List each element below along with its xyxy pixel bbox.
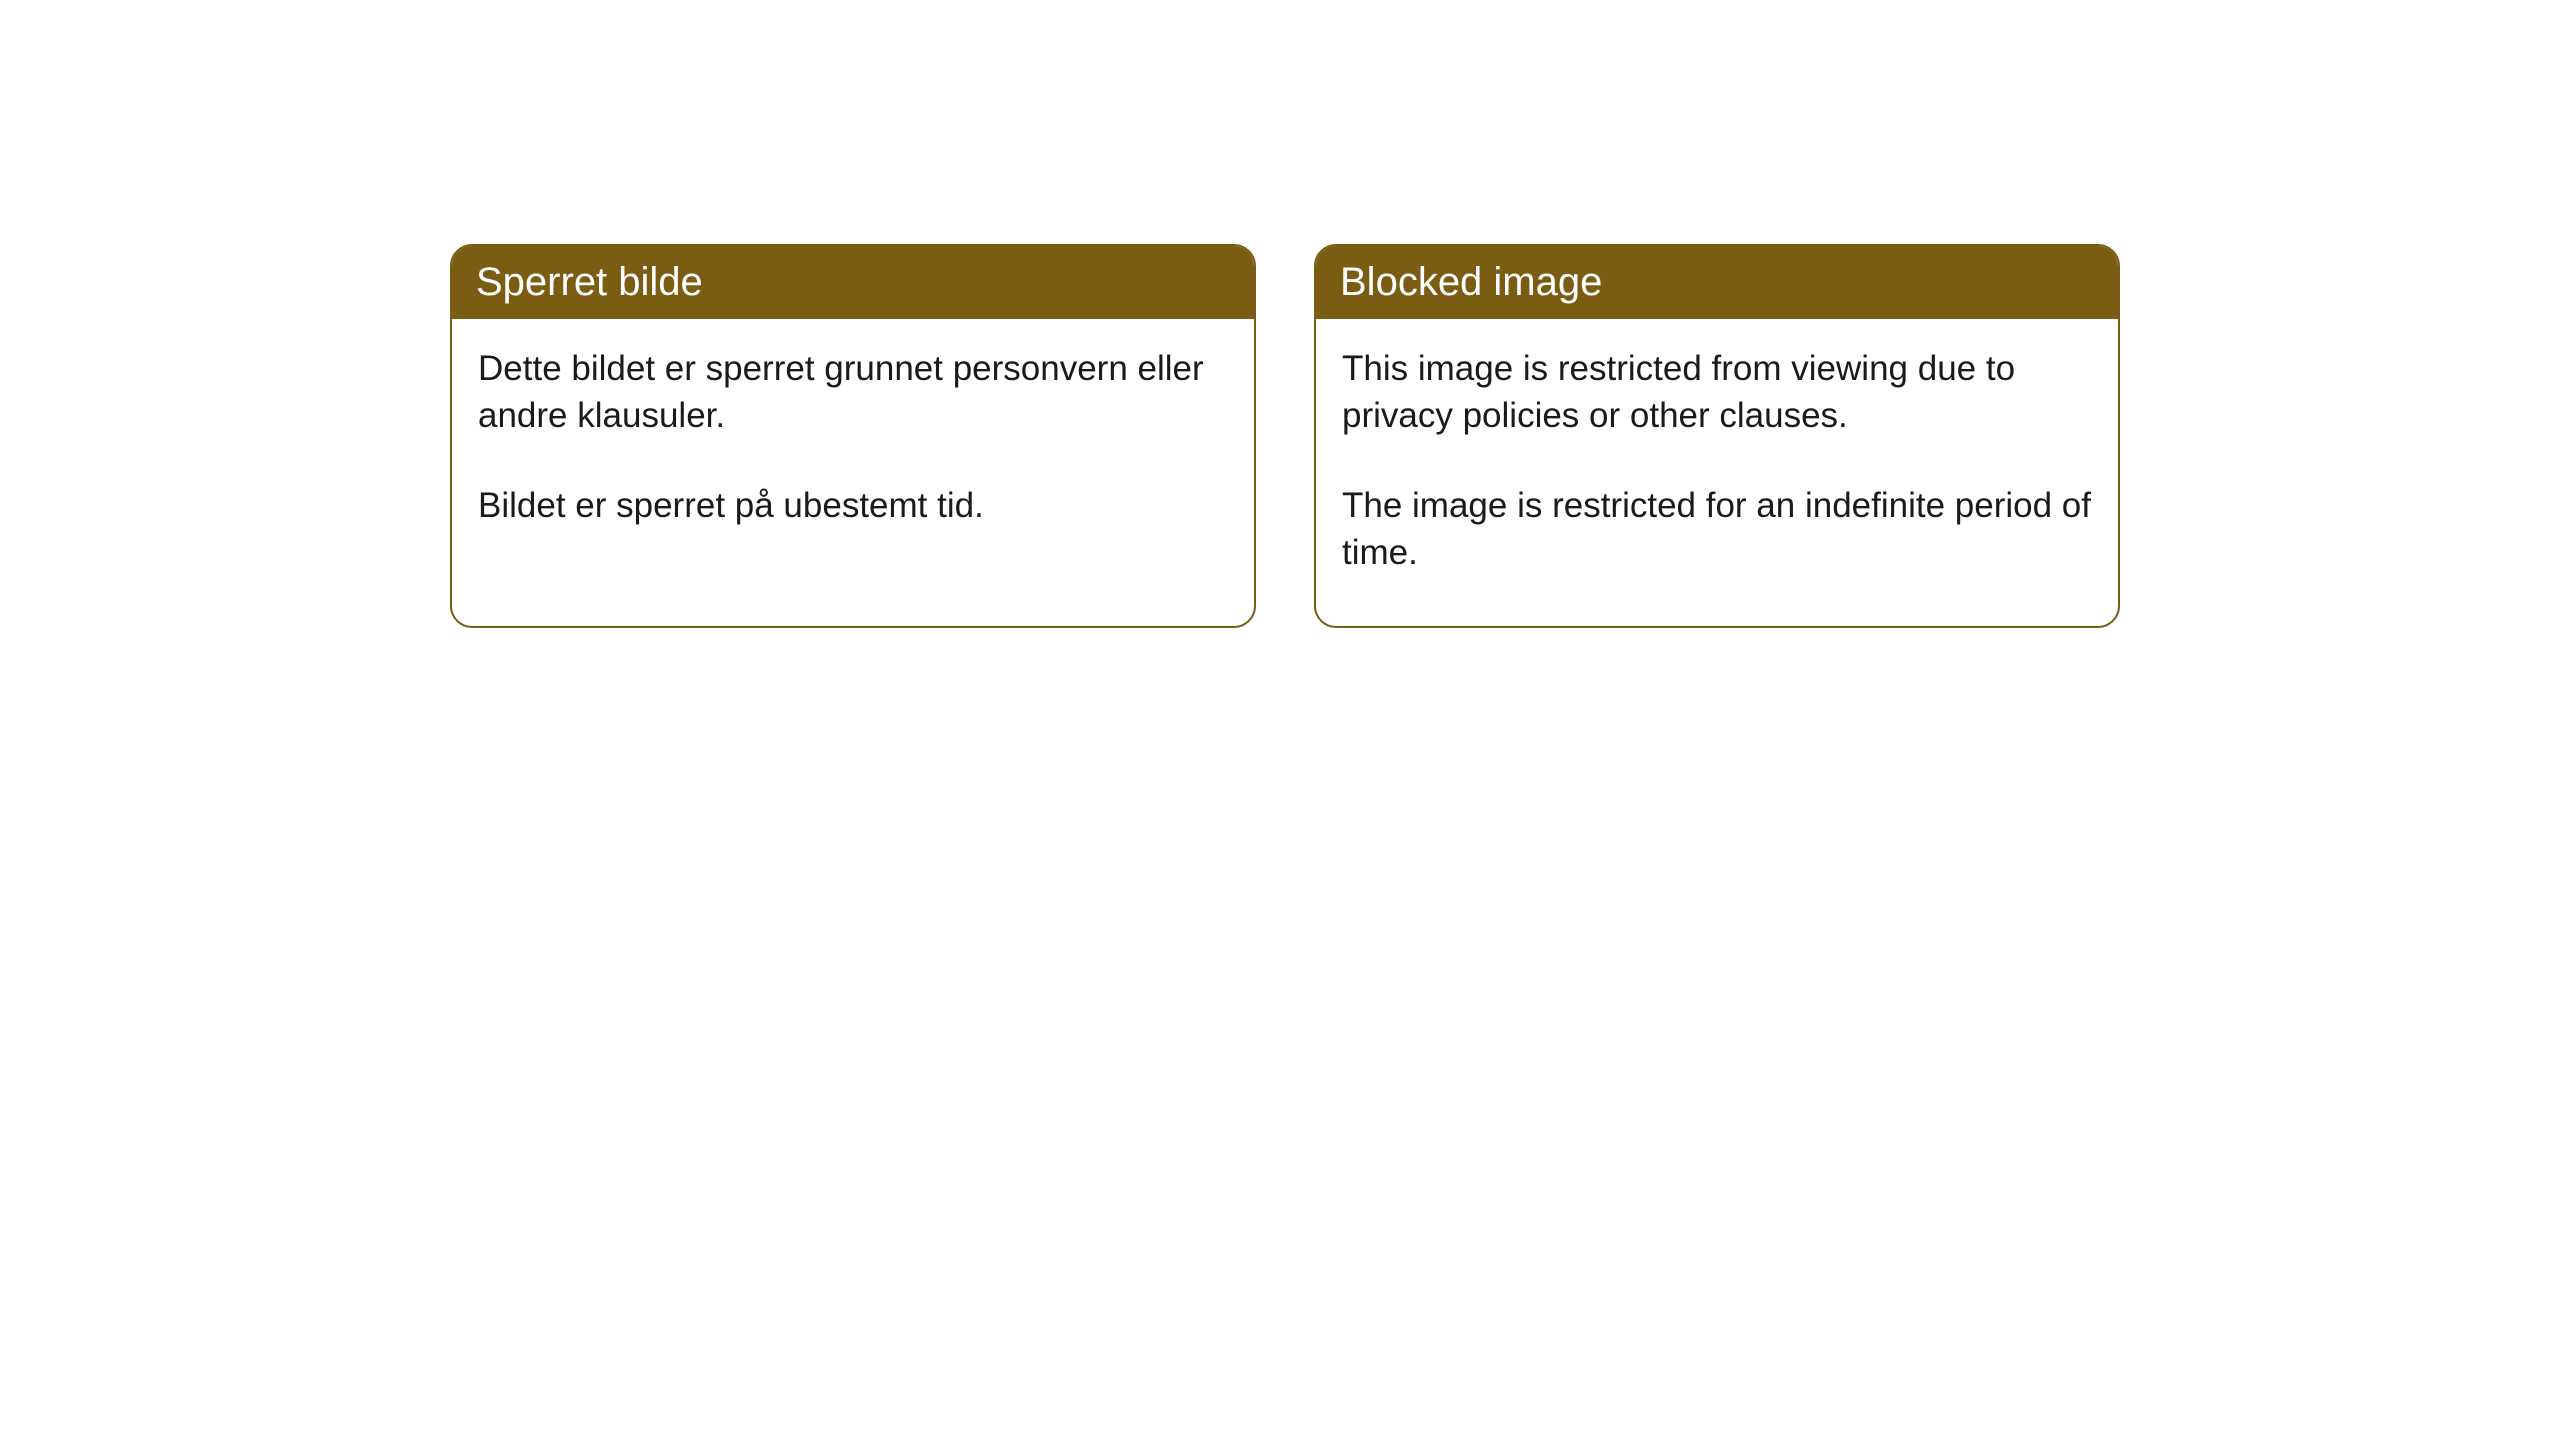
card-header: Blocked image xyxy=(1316,246,2118,319)
card-paragraph: This image is restricted from viewing du… xyxy=(1342,345,2092,440)
notice-card-english: Blocked image This image is restricted f… xyxy=(1314,244,2120,628)
card-title: Blocked image xyxy=(1340,260,1602,304)
notice-cards-container: Sperret bilde Dette bildet er sperret gr… xyxy=(0,0,2560,628)
notice-card-norwegian: Sperret bilde Dette bildet er sperret gr… xyxy=(450,244,1256,628)
card-paragraph: Bildet er sperret på ubestemt tid. xyxy=(478,482,1228,529)
card-body: Dette bildet er sperret grunnet personve… xyxy=(452,319,1254,579)
card-header: Sperret bilde xyxy=(452,246,1254,319)
card-title: Sperret bilde xyxy=(476,260,703,304)
card-paragraph: The image is restricted for an indefinit… xyxy=(1342,482,2092,577)
card-paragraph: Dette bildet er sperret grunnet personve… xyxy=(478,345,1228,440)
card-body: This image is restricted from viewing du… xyxy=(1316,319,2118,626)
